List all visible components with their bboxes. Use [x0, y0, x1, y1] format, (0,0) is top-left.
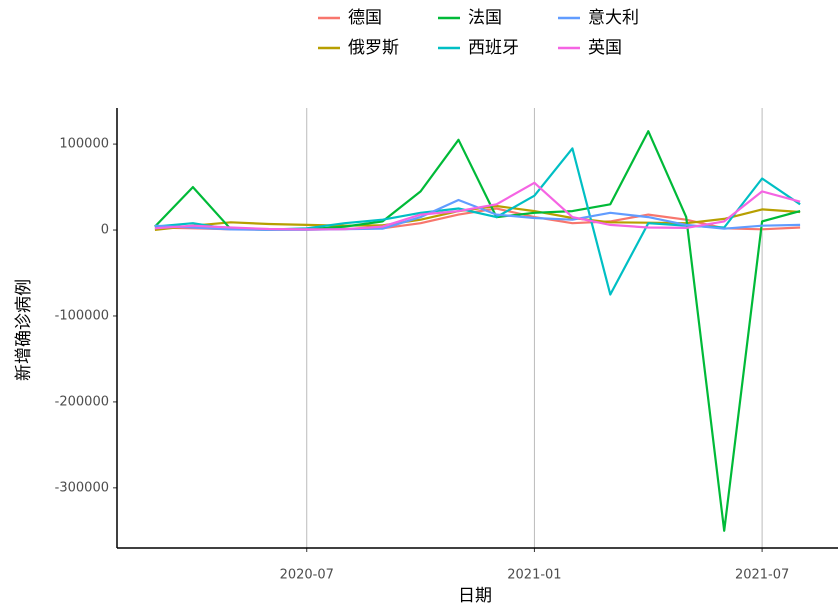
x-tick-label: 2021-07: [735, 568, 789, 583]
legend-label: 俄罗斯: [348, 38, 399, 58]
series-line: [154, 130, 801, 532]
x-tick-label: 2020-07: [280, 568, 334, 583]
y-tick-label: 0: [101, 223, 109, 238]
y-axis-label: 新增确诊病例: [14, 279, 34, 381]
y-tick-label: -300000: [55, 480, 109, 495]
y-tick-label: -200000: [55, 394, 109, 409]
series-line: [154, 181, 801, 231]
legend-label: 英国: [588, 38, 622, 58]
legend-label: 德国: [348, 8, 382, 28]
x-axis-label: 日期: [458, 586, 492, 606]
legend-label: 法国: [468, 8, 502, 28]
legend-label: 意大利: [588, 8, 639, 28]
legend-label: 西班牙: [468, 38, 519, 58]
y-tick-label: 100000: [59, 137, 109, 152]
y-tick-label: -100000: [55, 308, 109, 323]
x-tick-label: 2021-01: [507, 568, 561, 583]
